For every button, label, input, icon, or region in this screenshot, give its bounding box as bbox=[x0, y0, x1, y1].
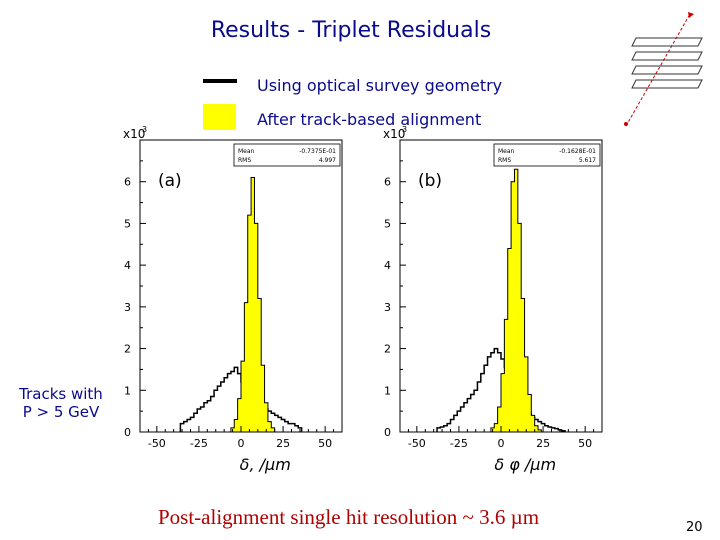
panel-a-ytick-label: 6 bbox=[124, 176, 131, 189]
panel-a-xtick-label: -50 bbox=[148, 437, 166, 450]
panel-b-label: (b) bbox=[418, 171, 442, 191]
panel-a-multiplier: x10 bbox=[123, 127, 145, 141]
detector-sketch-icon bbox=[624, 12, 703, 127]
side-note: Tracks with P > 5 GeV bbox=[6, 385, 116, 421]
panel-b-ytick-label: 3 bbox=[384, 301, 391, 314]
panel-a-stats-key: RMS bbox=[238, 157, 251, 164]
panel-a-ytick-label: 4 bbox=[124, 259, 131, 272]
panel-b-aligned-histogram bbox=[437, 168, 565, 433]
side-note-line-2: P > 5 GeV bbox=[22, 403, 100, 421]
panel-a-stats-box bbox=[233, 143, 341, 167]
panel-a-xlabel: δ, /µm bbox=[240, 455, 291, 474]
panel-b-xlabel: δ φ /µm bbox=[494, 455, 556, 474]
panel-a-xtick-label: 0 bbox=[238, 437, 245, 450]
panel-a-label: (a) bbox=[158, 171, 182, 191]
panel-a-aligned-histogram bbox=[180, 177, 302, 433]
panel-b-stats-box bbox=[493, 143, 601, 167]
footer-resolution-note: Post-alignment single hit resolution ~ 3… bbox=[158, 505, 540, 529]
panel-a-stats-key: Mean bbox=[238, 148, 255, 155]
panel-a-xtick-label: 25 bbox=[276, 437, 290, 450]
side-note-line-1: Tracks with bbox=[19, 385, 103, 403]
panel-a-ytick-label: 1 bbox=[124, 384, 131, 397]
panel-b-xtick-label: -50 bbox=[408, 437, 426, 450]
panel-a-ytick-label: 2 bbox=[124, 343, 131, 356]
panel-b-ytick-label: 6 bbox=[384, 176, 391, 189]
panel-a-xtick-label: 50 bbox=[318, 437, 332, 450]
panel-b-multiplier: x10 bbox=[383, 127, 405, 141]
page-number: 20 bbox=[686, 520, 703, 535]
panel-a-ytick-label: 0 bbox=[124, 426, 131, 439]
panel-b-ytick-label: 2 bbox=[384, 343, 391, 356]
panel-a-xtick-label: -25 bbox=[190, 437, 208, 450]
panel-b-ytick-label: 4 bbox=[384, 259, 391, 272]
panel-b-xtick-label: -25 bbox=[450, 437, 468, 450]
panel-b-multiplier-exponent: 3 bbox=[402, 125, 407, 134]
panel-b-ytick-label: 0 bbox=[384, 426, 391, 439]
panel-b-xtick-label: 0 bbox=[498, 437, 505, 450]
legend-box-label: After track-based alignment bbox=[257, 110, 482, 129]
panel-b-xtick-label: 25 bbox=[536, 437, 550, 450]
panel-b-ytick-label: 5 bbox=[384, 217, 391, 230]
legend-line-swatch bbox=[203, 79, 237, 83]
panel-b-stats-value: -0.1628E-01 bbox=[559, 148, 596, 155]
panel-a-ytick-label: 5 bbox=[124, 217, 131, 230]
panel-b-stats-value: 5.617 bbox=[579, 157, 596, 164]
panel-b-ytick-label: 1 bbox=[384, 384, 391, 397]
legend-fill-swatch bbox=[203, 104, 236, 130]
slide-title: Results - Triplet Residuals bbox=[210, 18, 492, 43]
panel-b-xtick-label: 50 bbox=[578, 437, 592, 450]
panel-a-stats-value: -0.7375E-01 bbox=[299, 148, 336, 155]
legend-line-label: Using optical survey geometry bbox=[257, 76, 503, 95]
panel-a-ytick-label: 3 bbox=[124, 301, 131, 314]
panel-a-multiplier-exponent: 3 bbox=[142, 125, 147, 134]
panel-b-stats-key: RMS bbox=[498, 157, 511, 164]
panel-a-stats-value: 4.997 bbox=[319, 157, 336, 164]
panel-b-survey-histogram bbox=[436, 347, 566, 432]
panel-b-stats-key: Mean bbox=[498, 148, 515, 155]
